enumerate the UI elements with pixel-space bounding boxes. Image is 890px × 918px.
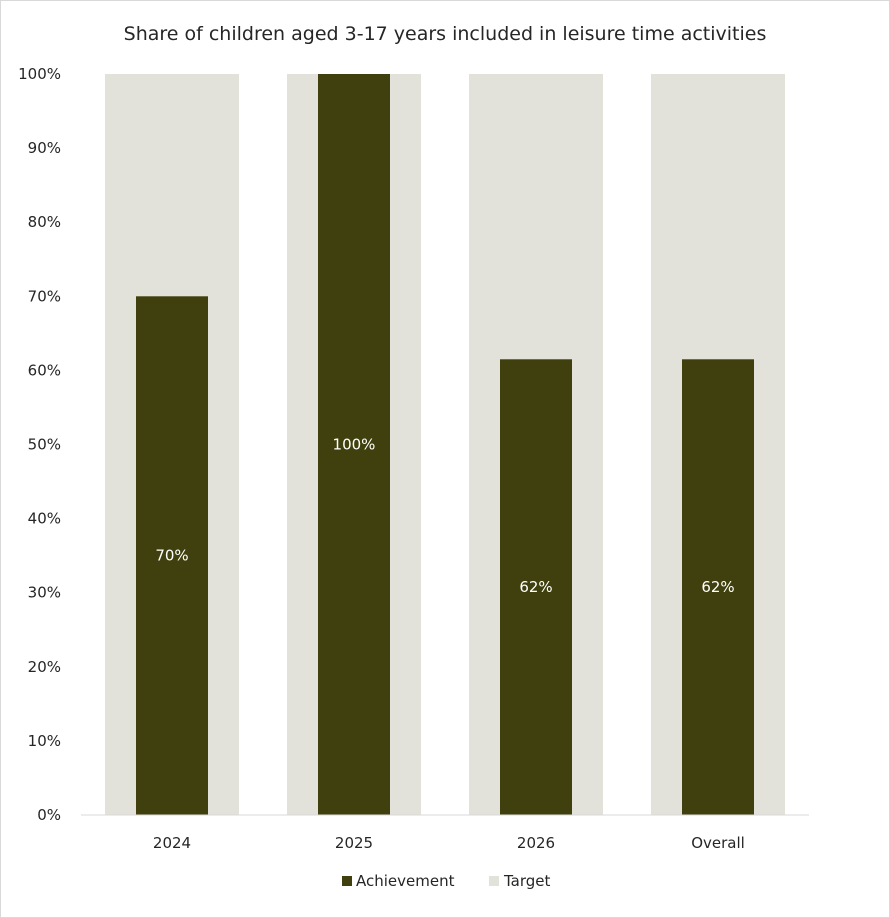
achievement-data-label: 70%: [155, 547, 188, 565]
legend-swatch-target: [489, 876, 499, 886]
y-axis: 0% 10% 20% 30% 40% 50% 60% 70% 80% 90% 100%: [18, 65, 61, 824]
legend-swatch-achievement: [342, 876, 352, 886]
y-tick-label: 20%: [28, 658, 61, 676]
x-axis: 2024 2025 2026 Overall: [153, 834, 745, 852]
achievement-data-label: 62%: [519, 578, 552, 596]
achievement-bar: [318, 74, 390, 815]
achievement-data-label: 100%: [333, 436, 376, 454]
y-tick-label: 50%: [28, 436, 61, 454]
y-tick-label: 70%: [28, 287, 61, 305]
bars: 70% 100% 62% 62%: [105, 74, 785, 815]
x-tick-label: Overall: [691, 834, 745, 852]
achievement-data-label: 62%: [701, 578, 734, 596]
y-tick-label: 30%: [28, 584, 61, 602]
y-tick-label: 100%: [18, 65, 61, 83]
y-tick-label: 40%: [28, 510, 61, 528]
legend-label-target: Target: [503, 872, 551, 890]
y-tick-label: 80%: [28, 213, 61, 231]
achievement-bar: [136, 296, 208, 815]
legend-label-achievement: Achievement: [356, 872, 455, 890]
x-tick-label: 2024: [153, 834, 191, 852]
y-tick-label: 90%: [28, 139, 61, 157]
x-tick-label: 2026: [517, 834, 555, 852]
chart-title: Share of children aged 3-17 years includ…: [124, 23, 767, 45]
achievement-bar: [500, 359, 572, 815]
y-tick-label: 10%: [28, 732, 61, 750]
achievement-bar: [682, 359, 754, 815]
y-tick-label: 60%: [28, 361, 61, 379]
y-tick-label: 0%: [37, 806, 61, 824]
legend: Achievement Target: [342, 872, 551, 890]
x-tick-label: 2025: [335, 834, 373, 852]
